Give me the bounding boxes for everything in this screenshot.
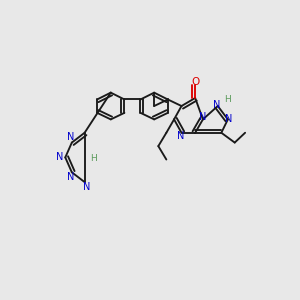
Text: N: N bbox=[56, 152, 64, 162]
Text: O: O bbox=[192, 76, 200, 87]
Text: N: N bbox=[67, 172, 74, 182]
Text: N: N bbox=[225, 114, 232, 124]
Text: N: N bbox=[213, 100, 220, 110]
Text: N: N bbox=[83, 182, 90, 192]
Text: N: N bbox=[67, 132, 74, 142]
Text: N: N bbox=[199, 112, 207, 122]
Text: H: H bbox=[224, 95, 231, 104]
Text: H: H bbox=[90, 154, 97, 164]
Text: N: N bbox=[177, 131, 184, 141]
